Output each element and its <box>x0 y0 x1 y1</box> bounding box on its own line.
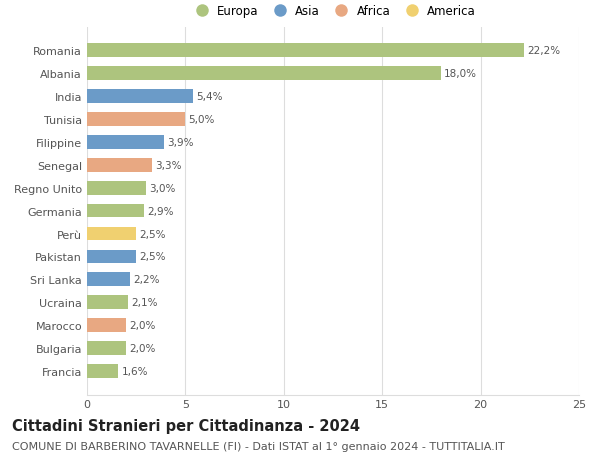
Bar <box>87 67 441 81</box>
Text: 5,0%: 5,0% <box>188 115 215 125</box>
Bar <box>87 364 118 378</box>
Text: 22,2%: 22,2% <box>527 46 560 56</box>
Text: 18,0%: 18,0% <box>444 69 477 79</box>
Bar <box>87 158 152 172</box>
Text: 1,6%: 1,6% <box>121 366 148 376</box>
Text: 3,9%: 3,9% <box>167 138 193 147</box>
Text: 3,3%: 3,3% <box>155 161 181 170</box>
Legend: Europa, Asia, Africa, America: Europa, Asia, Africa, America <box>185 0 481 23</box>
Bar <box>87 44 524 58</box>
Bar <box>87 136 164 150</box>
Bar <box>87 90 193 104</box>
Bar <box>87 181 146 195</box>
Bar <box>87 273 130 286</box>
Text: 2,1%: 2,1% <box>131 297 158 308</box>
Bar <box>87 227 136 241</box>
Bar <box>87 204 144 218</box>
Bar <box>87 250 136 264</box>
Text: 5,4%: 5,4% <box>196 92 223 102</box>
Bar <box>87 296 128 309</box>
Bar <box>87 319 127 332</box>
Text: 3,0%: 3,0% <box>149 183 175 193</box>
Text: COMUNE DI BARBERINO TAVARNELLE (FI) - Dati ISTAT al 1° gennaio 2024 - TUTTITALIA: COMUNE DI BARBERINO TAVARNELLE (FI) - Da… <box>12 441 505 451</box>
Text: 2,0%: 2,0% <box>130 320 155 330</box>
Bar <box>87 113 185 127</box>
Text: 2,9%: 2,9% <box>147 206 173 216</box>
Text: 2,5%: 2,5% <box>139 229 166 239</box>
Text: Cittadini Stranieri per Cittadinanza - 2024: Cittadini Stranieri per Cittadinanza - 2… <box>12 418 360 433</box>
Text: 2,2%: 2,2% <box>133 275 160 285</box>
Text: 2,5%: 2,5% <box>139 252 166 262</box>
Bar <box>87 341 127 355</box>
Text: 2,0%: 2,0% <box>130 343 155 353</box>
